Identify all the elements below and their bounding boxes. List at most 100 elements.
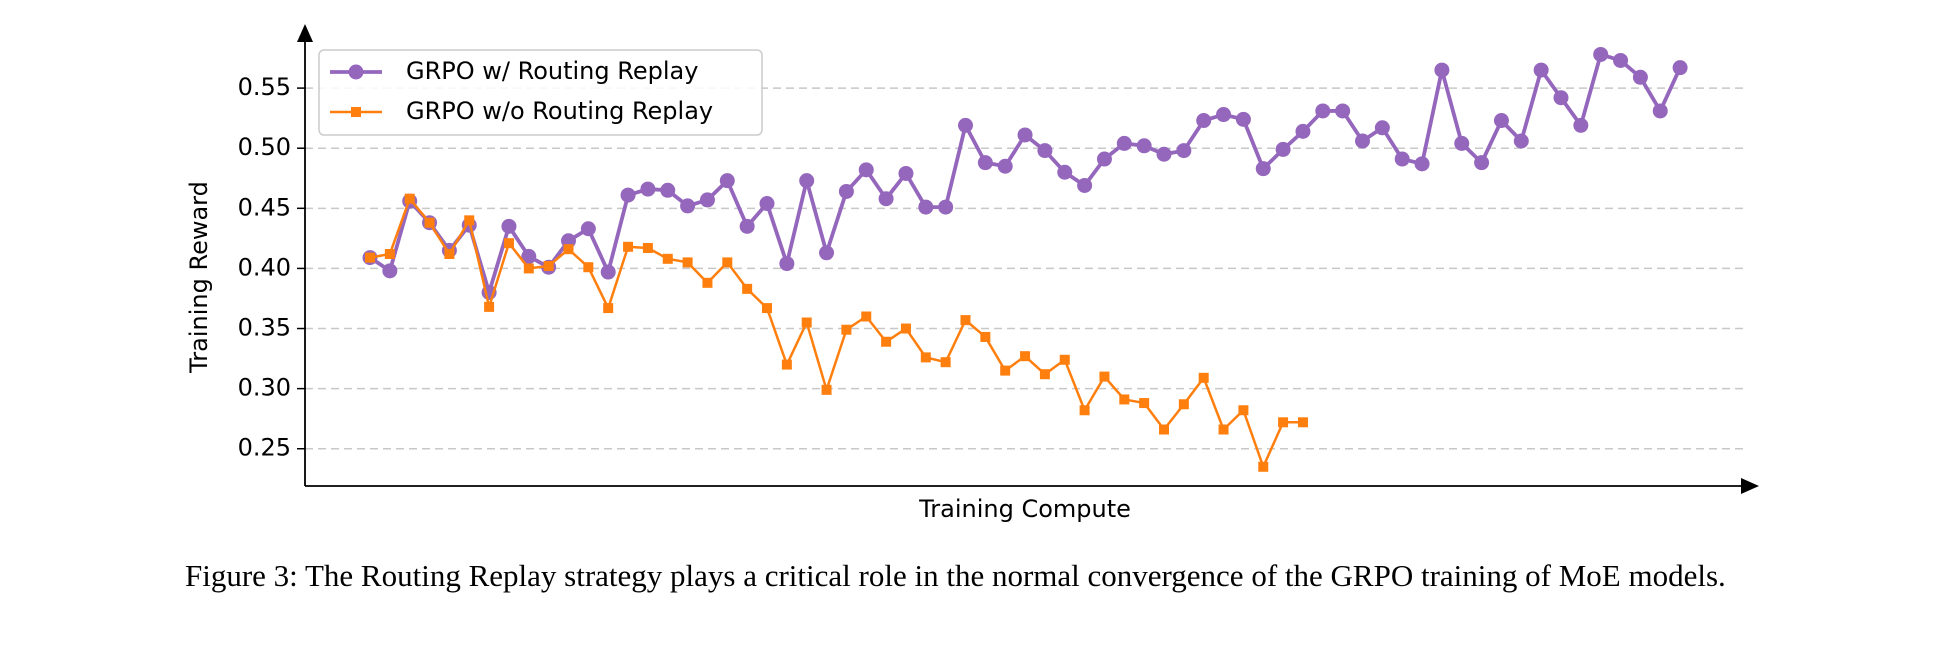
data-point xyxy=(1037,143,1053,159)
data-point xyxy=(600,264,616,280)
data-point xyxy=(1297,417,1308,428)
data-point xyxy=(382,263,398,279)
data-point xyxy=(503,238,514,249)
legend-box xyxy=(318,49,763,136)
data-point xyxy=(682,257,693,268)
data-point xyxy=(799,173,815,189)
data-point xyxy=(1355,133,1370,149)
data-point xyxy=(1593,46,1609,62)
data-point xyxy=(918,199,934,215)
data-point xyxy=(1613,52,1629,68)
data-point xyxy=(1059,354,1070,365)
data-point xyxy=(404,193,415,204)
figure-caption: Figure 3: The Routing Replay strategy pl… xyxy=(185,558,1726,593)
data-point xyxy=(1017,127,1033,143)
data-point xyxy=(1079,405,1090,416)
data-point xyxy=(781,359,792,370)
data-point xyxy=(642,242,653,253)
x-axis-label: Training Compute xyxy=(918,495,1131,523)
data-point xyxy=(958,117,973,133)
data-point xyxy=(1513,133,1529,149)
data-point xyxy=(898,165,914,181)
y-axis-label: Training Reward xyxy=(185,181,213,374)
y-tick-label: 0.40 xyxy=(238,253,291,281)
data-point xyxy=(960,315,971,326)
data-point xyxy=(739,218,755,234)
data-point xyxy=(1178,399,1189,410)
data-point xyxy=(1099,371,1110,382)
data-point xyxy=(1039,369,1050,380)
data-point xyxy=(521,248,537,264)
data-point xyxy=(1474,155,1490,171)
data-point xyxy=(742,283,753,294)
data-point xyxy=(881,336,892,347)
data-point xyxy=(1000,365,1011,376)
data-point xyxy=(501,218,517,234)
data-point xyxy=(1414,156,1430,172)
data-point xyxy=(1096,151,1112,167)
data-point xyxy=(920,352,931,363)
data-point xyxy=(384,248,395,259)
data-point xyxy=(1198,372,1209,383)
data-point xyxy=(977,155,993,171)
data-point xyxy=(1454,135,1470,151)
data-point xyxy=(1238,405,1249,416)
data-point xyxy=(841,324,852,335)
data-point xyxy=(938,199,954,215)
x-axis-arrow xyxy=(1741,478,1759,494)
data-point xyxy=(821,384,832,395)
data-point xyxy=(1394,151,1410,167)
data-point xyxy=(620,187,636,203)
data-point xyxy=(858,162,874,178)
y-tick-label: 0.35 xyxy=(238,314,291,342)
data-point xyxy=(702,277,713,288)
data-point xyxy=(940,357,951,368)
chart: 0.25 0.30 0.35 0.40 0.45 0.50 0.55 Training Com… xyxy=(185,24,1759,523)
data-point xyxy=(623,241,634,252)
data-point xyxy=(1057,164,1073,180)
data-point xyxy=(1216,107,1232,123)
data-point xyxy=(762,303,772,314)
data-point xyxy=(1533,62,1549,78)
data-point xyxy=(1159,424,1169,435)
data-point xyxy=(759,196,775,212)
y-tick-label: 0.55 xyxy=(238,73,291,101)
data-point xyxy=(1235,111,1251,127)
data-point xyxy=(1119,394,1130,405)
data-point xyxy=(543,261,554,272)
data-point xyxy=(444,248,455,259)
data-point xyxy=(722,257,733,268)
data-point xyxy=(1116,135,1132,151)
data-point xyxy=(779,256,795,272)
data-point xyxy=(1156,146,1172,162)
data-point xyxy=(1176,143,1192,159)
y-tick-label: 0.25 xyxy=(238,434,291,462)
data-point xyxy=(1020,351,1031,362)
data-point xyxy=(1278,417,1289,428)
data-point xyxy=(980,331,991,342)
data-point xyxy=(640,181,656,197)
y-tick-label: 0.50 xyxy=(238,133,291,161)
y-tick-label: 0.45 xyxy=(238,193,291,221)
data-point xyxy=(1573,117,1589,133)
data-point xyxy=(838,183,854,199)
data-point xyxy=(900,323,911,334)
data-point xyxy=(484,301,495,312)
data-point xyxy=(523,263,534,274)
data-point xyxy=(603,303,614,314)
data-point xyxy=(997,158,1013,174)
data-point xyxy=(1139,398,1150,409)
data-point xyxy=(1258,461,1269,472)
legend-marker xyxy=(348,64,364,80)
data-point xyxy=(662,253,673,264)
data-point xyxy=(861,311,872,322)
data-point xyxy=(424,217,435,228)
data-point xyxy=(660,182,676,198)
data-point xyxy=(1295,123,1311,139)
y-tick-label: 0.30 xyxy=(238,374,291,402)
data-point xyxy=(464,215,475,226)
data-point xyxy=(699,192,715,208)
data-point xyxy=(1632,69,1648,85)
data-point xyxy=(1218,424,1229,435)
data-point xyxy=(680,198,696,214)
